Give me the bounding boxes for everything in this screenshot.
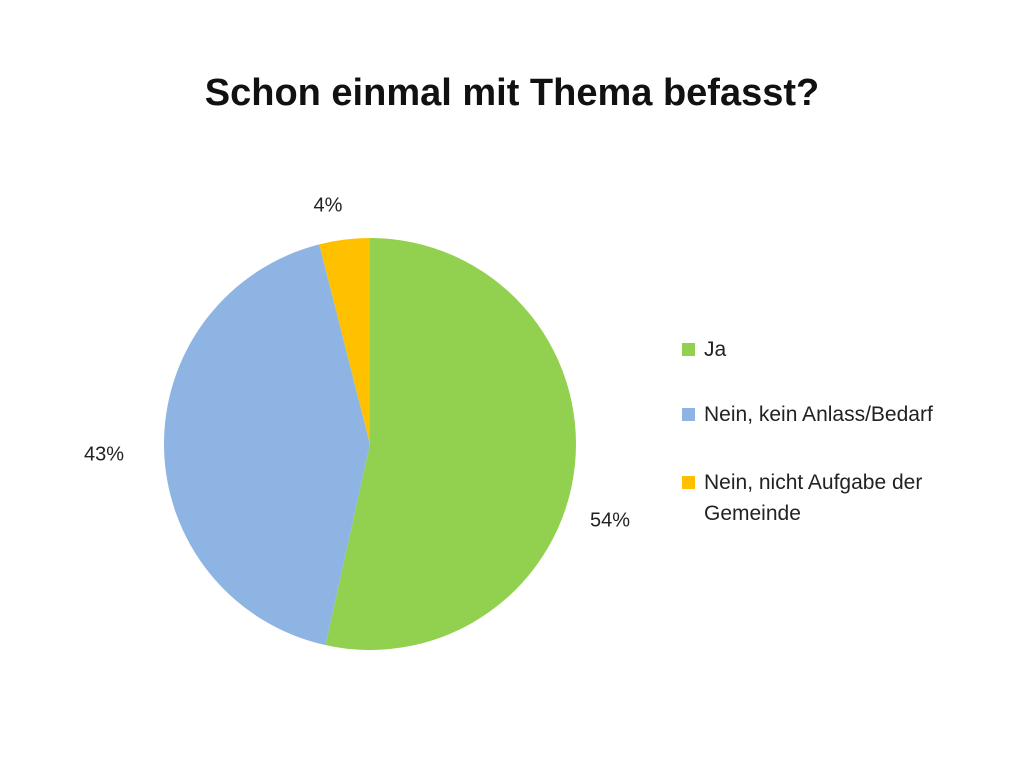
pie-slice-2 — [319, 238, 370, 444]
legend-label-ja: Ja — [704, 338, 727, 361]
legend-label-nein-kein-anlass: Nein, kein Anlass/Bedarf — [704, 403, 933, 426]
pie-slice-1 — [163, 244, 370, 646]
legend-swatch-nein-nicht-aufgabe — [682, 476, 695, 489]
chart-title: Schon einmal mit Thema befasst? — [204, 72, 820, 114]
data-label-2: 4% — [314, 194, 343, 216]
legend-swatch-nein-kein-anlass — [682, 408, 695, 421]
legend-label-nein-nicht-aufgabe: Nein, nicht Aufgabe der Gemeinde — [704, 471, 923, 525]
legend-swatch-ja — [682, 343, 695, 356]
legend-item-ja: Ja — [682, 334, 1002, 365]
legend-item-nein-nicht-aufgabe: Nein, nicht Aufgabe der Gemeinde — [682, 467, 1002, 529]
pie-slices — [163, 238, 576, 650]
pie-data-labels: 54% 43% 4% — [84, 194, 630, 531]
legend-item-nein-kein-anlass: Nein, kein Anlass/Bedarf — [682, 399, 1002, 430]
pie-slice-0 — [325, 238, 576, 650]
legend: Ja Nein, kein Anlass/Bedarf Nein, nicht … — [682, 334, 1002, 529]
data-label-1: 43% — [84, 443, 124, 465]
data-label-0: 54% — [590, 509, 630, 531]
